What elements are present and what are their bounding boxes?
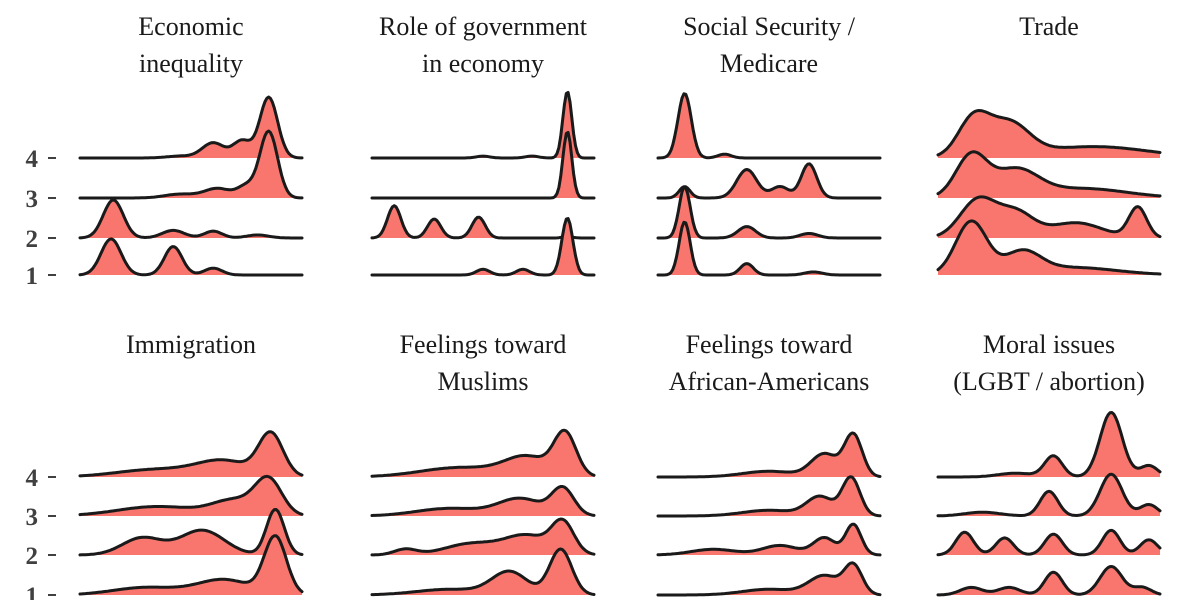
ridge-line <box>78 198 304 240</box>
ridge-panel: Moral issues (LGBT / abortion) <box>936 330 1162 597</box>
panel-title-line: Trade <box>1019 12 1079 41</box>
panel-title-line: Role of government <box>379 12 588 41</box>
ridge-line <box>936 472 1162 518</box>
ridge-line <box>78 95 304 160</box>
ridge-area <box>938 110 1160 158</box>
ridge-panel: Economic inequality 1 2 3 4 <box>26 12 304 290</box>
ridge-line <box>370 485 596 517</box>
ridge-line <box>370 517 596 557</box>
ridge-line <box>656 185 882 240</box>
ridge-line <box>370 428 596 478</box>
y-tick-label: 3 <box>26 504 39 531</box>
ridge-panel: Feelings toward Muslims <box>370 330 596 597</box>
ridge-line <box>78 508 304 557</box>
ridge-line <box>656 522 882 557</box>
ridge-line <box>936 195 1162 239</box>
panel-title-line: in economy <box>422 49 544 78</box>
ridge-area <box>372 486 594 516</box>
ridge-panel: Social Security / Medicare <box>656 12 882 277</box>
ridge-area <box>658 222 880 275</box>
y-tick-label: 2 <box>26 226 39 253</box>
panel-title-line: inequality <box>139 49 243 78</box>
ridge-area <box>372 218 594 275</box>
ridge-line <box>936 219 1162 276</box>
ridge-area <box>938 530 1160 555</box>
ridge-line <box>936 109 1162 157</box>
ridge-area <box>372 519 594 555</box>
y-tick-label: 4 <box>26 146 39 173</box>
panel-title-line: Feelings toward <box>400 330 567 359</box>
ridge-line <box>370 130 596 200</box>
panel-title-line: (LGBT / abortion) <box>953 367 1145 396</box>
ridge-line <box>78 430 304 478</box>
ridge-line <box>936 150 1162 198</box>
ridge-area <box>80 97 302 158</box>
panel-title-line: African-Americans <box>669 367 870 396</box>
ridge-line <box>936 411 1162 479</box>
ridge-area <box>372 549 594 595</box>
panel-title-line: Medicare <box>720 49 818 78</box>
ridge-area <box>938 220 1160 275</box>
panel-title-line: Economic <box>138 12 243 41</box>
ridge-panel: Role of government in economy <box>370 12 596 277</box>
ridge-area <box>80 200 302 238</box>
ridge-line <box>78 534 304 596</box>
y-tick-label: 2 <box>26 543 39 570</box>
ridge-line <box>78 129 304 200</box>
panel-title-line: Feelings toward <box>686 330 853 359</box>
ridge-area <box>80 509 302 555</box>
ridge-area <box>658 476 880 516</box>
y-tick-label: 3 <box>26 186 39 213</box>
ridge-area <box>372 132 594 198</box>
ridge-line <box>370 204 596 240</box>
ridge-line <box>936 565 1162 597</box>
y-tick-label: 1 <box>26 263 39 290</box>
ridge-area <box>658 524 880 555</box>
y-tick-label: 4 <box>26 465 39 492</box>
ridge-line <box>656 431 882 479</box>
ridge-area <box>80 131 302 198</box>
y-tick-label: 1 <box>26 583 39 600</box>
ridge-area <box>938 151 1160 198</box>
ridge-line <box>370 217 596 277</box>
panel-title-line: Muslims <box>437 367 528 396</box>
ridge-area <box>80 431 302 477</box>
ridge-area <box>658 93 880 158</box>
ridge-line <box>936 528 1162 557</box>
ridge-panel: Trade <box>936 12 1162 276</box>
ridge-line <box>370 547 596 597</box>
ridge-line <box>656 92 882 160</box>
ridge-area <box>80 238 302 275</box>
ridge-line <box>656 561 882 597</box>
panel-title-line: Social Security / <box>683 12 856 41</box>
ridge-line <box>78 237 304 277</box>
ridge-area <box>372 430 594 477</box>
ridge-line <box>656 220 882 277</box>
ridge-line <box>656 162 882 200</box>
ridge-area <box>80 476 302 516</box>
ridge-panel: Immigration 1 2 3 4 <box>26 330 304 600</box>
panel-title-line: Moral issues <box>983 330 1115 359</box>
ridge-line <box>78 474 304 517</box>
ridge-area <box>938 412 1160 477</box>
ridge-area <box>938 474 1160 516</box>
panel-title-line: Immigration <box>126 330 256 359</box>
ridge-line <box>656 475 882 518</box>
ridge-area <box>658 432 880 477</box>
ridge-panel: Feelings toward African-Americans <box>656 330 882 597</box>
ridge-line <box>370 90 596 160</box>
ridge-area <box>938 196 1160 238</box>
ridge-area <box>658 562 880 595</box>
